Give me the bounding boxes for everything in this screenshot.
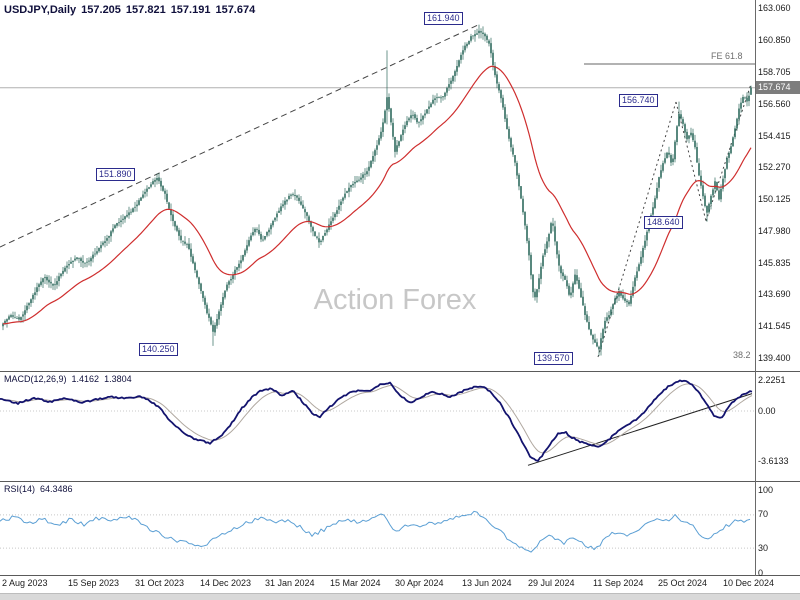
- rsi-title: RSI(14) 64.3486: [4, 484, 73, 494]
- watermark: Action Forex: [313, 284, 477, 316]
- macd-axis-value: -3.6133: [758, 455, 789, 466]
- price-axis-tick: 156.560: [758, 98, 791, 109]
- current-price-axis-label: 157.674: [756, 81, 800, 94]
- macd-value: 1.4162: [71, 374, 100, 384]
- symbol-period: USDJPY,Daily: [4, 4, 77, 16]
- price-label-148.640[interactable]: 148.640: [644, 216, 683, 229]
- price-axis-tick: 160.850: [758, 35, 791, 46]
- rsi-axis-value: 0: [758, 567, 764, 578]
- fib-retracement-label[interactable]: 38.2: [733, 350, 751, 360]
- macd-signal-value: 1.3804: [104, 374, 132, 384]
- price-axis-separator: [755, 0, 756, 576]
- bottom-scrollbar[interactable]: [0, 593, 800, 600]
- macd-title: MACD(12,26,9) 1.4162 1.3804: [4, 374, 132, 384]
- price-label-161.940[interactable]: 161.940: [424, 12, 463, 25]
- rsi-axis-value: 30: [758, 542, 769, 553]
- ohlc-high: 157.821: [125, 4, 166, 16]
- panel-divider: [0, 481, 800, 482]
- rsi-indicator-svg[interactable]: [0, 482, 755, 575]
- rsi-axis-value: 70: [758, 509, 769, 520]
- date-label: 10 Dec 2024: [723, 578, 775, 588]
- price-label-139.570[interactable]: 139.570: [534, 352, 573, 365]
- ohlc-low: 157.191: [170, 4, 211, 16]
- price-axis-tick: 163.060: [758, 2, 791, 13]
- price-chart-svg[interactable]: [0, 0, 755, 371]
- date-label: 15 Mar 2024: [330, 578, 381, 588]
- chart-title: USDJPY,Daily 157.205 157.821 157.191 157…: [4, 4, 255, 16]
- ohlc-close: 157.674: [215, 4, 256, 16]
- macd-axis-value: 2.2251: [758, 374, 786, 385]
- price-axis-tick: 141.545: [758, 321, 791, 332]
- date-label: 2 Aug 2023: [2, 578, 48, 588]
- price-axis-tick: 150.125: [758, 194, 791, 205]
- price-axis-tick: 139.400: [758, 353, 791, 364]
- price-axis-tick: 152.270: [758, 162, 791, 173]
- rsi-axis-value: 100: [758, 484, 774, 495]
- ohlc-open: 157.205: [81, 4, 121, 16]
- price-label-151.890[interactable]: 151.890: [96, 168, 135, 181]
- price-label-140.250[interactable]: 140.250: [139, 343, 178, 356]
- price-axis-tick: 145.835: [758, 257, 791, 268]
- date-label: 15 Sep 2023: [68, 578, 120, 588]
- date-label: 29 Jul 2024: [528, 578, 575, 588]
- date-label: 11 Sep 2024: [593, 578, 644, 588]
- macd-label: MACD(12,26,9): [4, 374, 67, 384]
- price-axis-tick: 147.980: [758, 225, 791, 236]
- rsi-label: RSI(14): [4, 484, 36, 494]
- date-label: 13 Jun 2024: [462, 578, 512, 588]
- panel-divider: [0, 575, 800, 576]
- price-axis-tick: 143.690: [758, 289, 791, 300]
- date-label: 30 Apr 2024: [395, 578, 444, 588]
- price-axis-tick: 154.415: [758, 130, 791, 141]
- price-label-156.740[interactable]: 156.740: [619, 94, 658, 107]
- macd-axis-value: 0.00: [758, 405, 776, 416]
- rsi-value: 64.3486: [40, 484, 73, 494]
- panel-divider: [0, 371, 800, 372]
- date-label: 25 Oct 2024: [658, 578, 708, 588]
- price-axis-tick: 158.705: [758, 67, 791, 78]
- macd-indicator-svg[interactable]: [0, 372, 755, 481]
- date-label: 31 Oct 2023: [135, 578, 185, 588]
- fib-extension-label[interactable]: FE 61.8: [711, 51, 743, 61]
- date-label: 14 Dec 2023: [200, 578, 252, 588]
- date-label: 31 Jan 2024: [265, 578, 315, 588]
